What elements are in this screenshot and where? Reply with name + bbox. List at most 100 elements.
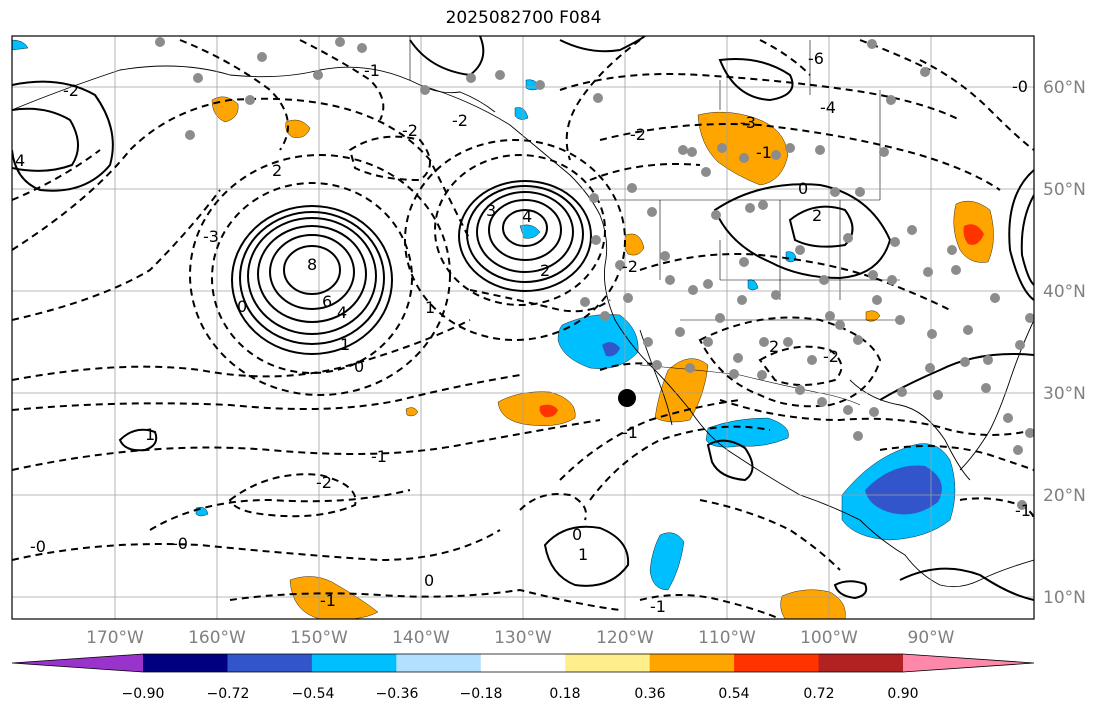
shade-darkblue-centralam [865,465,942,515]
contour-label: -1 [371,447,387,466]
lon-label: 150°W [290,628,348,648]
shade-darkblue-socal [602,342,620,357]
contour-label: -2 [452,111,468,130]
negative-contours [12,39,1034,619]
colorbar-tick-label: −0.90 [122,686,165,702]
contour-label: 4 [15,151,25,170]
contour-label: -3 [203,227,219,246]
contour-label: -1 [622,423,638,442]
colorbar-segment [649,654,735,672]
lon-label: 130°W [494,628,552,648]
lon-label: 170°W [86,628,144,648]
lon-label: 100°W [800,628,858,648]
colorbar-segment [734,654,820,672]
colorbar-tick-label: −0.36 [376,686,419,702]
location-marker [618,389,636,407]
station-dots [155,37,1034,510]
lat-label: 10°N [1043,588,1086,608]
contour-label: 2 [769,337,779,356]
contour-label: 1 [340,335,350,354]
colorbar-tick-label: 0.36 [634,686,665,702]
chart-title: 2025082700 F084 [445,8,602,28]
shade-orange-texas [865,310,881,322]
contour-label: -2 [63,81,79,100]
contour-label: -2 [630,125,646,144]
colorbar-segment [227,654,313,672]
contour-label: -2 [402,121,418,140]
lat-label: 20°N [1043,486,1086,506]
map-frame [11,35,1035,620]
colorbar [11,653,1035,673]
contour-label: 4 [522,207,532,226]
contour-label: 0 [354,357,364,376]
shaded-anomaly-areas [12,39,994,619]
colorbar-segment [311,654,397,672]
contour-label: -2 [316,473,332,492]
colorbar-tick-label: −0.18 [460,686,503,702]
lon-label: 110°W [698,628,756,648]
latitude-axis: 60°N 50°N 40°N 30°N 20°N 10°N [1043,78,1086,608]
colorbar-extend-high [903,654,1034,672]
colorbar-tick-label: 0.54 [718,686,749,702]
shade-blue-low [519,224,541,239]
contour-label: 8 [307,255,317,274]
shade-red-greatlakes [963,224,984,245]
lon-label: 140°W [392,628,450,648]
lat-label: 60°N [1043,78,1086,98]
contour-label: -1 [364,61,380,80]
contour-label: -3 [740,113,756,132]
colorbar-segment [396,654,482,672]
colorbar-segment [143,654,228,672]
contour-label: 1 [425,298,435,317]
lat-label: 30°N [1043,384,1086,404]
contour-label: -1 [756,143,772,162]
colorbar-tick-label: 0.72 [803,686,834,702]
shade-blue-small4 [747,279,759,291]
contour-label: -6 [808,49,824,68]
shade-orange-canada [697,111,789,186]
shade-orange-se [780,589,846,619]
contour-label: 3 [486,201,496,220]
contour-label: 1 [145,425,155,444]
contour-label: 2 [272,161,282,180]
shade-blue-alaska [12,39,29,51]
colorbar-tick-label: 0.18 [549,686,580,702]
contour-label: -0 [1012,77,1028,96]
colorbar-segment [480,654,566,672]
lon-label: 90°W [908,628,955,648]
lon-label: 120°W [596,628,654,648]
colorbar-tick-label: −0.54 [292,686,335,702]
longitude-axis: 170°W 160°W 150°W 140°W 130°W 120°W 110°… [86,628,955,648]
contour-label: -1 [650,597,666,616]
contour-label: 1 [578,545,588,564]
contour-label: -1 [320,591,336,610]
colorbar-tick-label: 0.90 [887,686,918,702]
shade-blue-eastpac [649,532,685,591]
contour-label: 0 [237,297,247,316]
lon-label: 160°W [188,628,246,648]
contour-label: -4 [820,98,836,117]
lat-label: 40°N [1043,282,1086,302]
shade-orange-pacific [497,391,576,426]
contour-label: -0 [172,534,188,553]
lat-label: 50°N [1043,180,1086,200]
contour-label: 2 [812,206,822,225]
shade-red-pacific [539,404,558,418]
shade-blue-socal [557,314,639,369]
colorbar-segment [565,654,651,672]
colorbar-tick-label: −0.72 [207,686,250,702]
contour-label: -2 [622,257,638,276]
colorbar-extend-low [12,654,143,672]
contour-label: 0 [424,571,434,590]
contour-label: 2 [540,261,550,280]
shade-orange-small [405,407,419,417]
colorbar-ticks: −0.90 −0.72 −0.54 −0.36 −0.18 0.18 0.36 … [122,686,919,702]
contour-label: -1 [1015,501,1031,520]
contour-label: -2 [823,347,839,366]
shade-orange-gulf [285,119,311,138]
shade-orange-oregon [624,233,645,256]
contour-label: -0 [30,537,46,556]
colorbar-segment [818,654,904,672]
shade-orange-baja [654,358,709,423]
